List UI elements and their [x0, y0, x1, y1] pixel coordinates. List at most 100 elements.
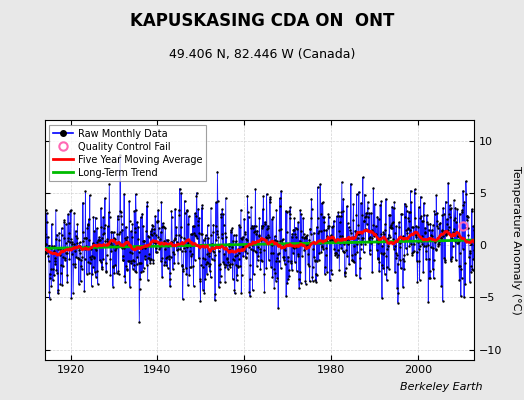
Point	[257, 236, 265, 243]
Point	[289, 244, 297, 250]
Point	[293, 252, 302, 259]
Point	[103, 252, 111, 258]
Point	[465, 254, 473, 261]
Point	[196, 298, 204, 304]
Point	[154, 207, 162, 213]
Point	[67, 236, 75, 243]
Point	[155, 246, 163, 252]
Point	[67, 295, 75, 302]
Point	[333, 254, 341, 260]
Point	[429, 245, 438, 252]
Point	[470, 247, 478, 253]
Point	[249, 247, 257, 254]
Point	[317, 248, 325, 255]
Point	[453, 206, 462, 212]
Point	[96, 237, 104, 243]
Point	[41, 246, 49, 252]
Point	[143, 262, 151, 268]
Point	[243, 192, 252, 199]
Point	[410, 241, 418, 248]
Point	[314, 214, 322, 221]
Point	[273, 274, 281, 281]
Point	[449, 231, 457, 238]
Point	[333, 247, 342, 254]
Point	[43, 249, 52, 256]
Point	[250, 222, 258, 229]
Point	[419, 212, 428, 218]
Point	[294, 275, 303, 282]
Point	[405, 218, 413, 224]
Point	[215, 284, 223, 290]
Point	[340, 240, 348, 247]
Point	[203, 250, 212, 257]
Point	[148, 222, 157, 228]
Point	[418, 232, 426, 239]
Point	[382, 252, 390, 259]
Point	[113, 242, 121, 248]
Point	[48, 243, 57, 250]
Point	[192, 193, 201, 199]
Point	[255, 231, 263, 238]
Point	[228, 225, 236, 231]
Point	[440, 228, 449, 234]
Point	[286, 215, 294, 221]
Point	[90, 254, 98, 261]
Point	[205, 250, 214, 256]
Point	[360, 218, 368, 224]
Point	[390, 230, 399, 236]
Point	[192, 212, 200, 219]
Point	[190, 223, 198, 230]
Point	[205, 263, 213, 269]
Point	[182, 237, 190, 243]
Point	[49, 248, 58, 254]
Point	[208, 244, 216, 250]
Point	[156, 241, 165, 248]
Point	[383, 277, 391, 284]
Point	[430, 208, 439, 214]
Point	[252, 231, 260, 237]
Point	[199, 287, 207, 293]
Point	[380, 250, 388, 256]
Point	[146, 228, 155, 234]
Point	[50, 258, 59, 265]
Point	[278, 237, 286, 243]
Point	[105, 181, 114, 187]
Point	[299, 231, 308, 238]
Point	[395, 219, 403, 226]
Point	[374, 255, 383, 262]
Point	[125, 258, 133, 264]
Point	[396, 240, 405, 246]
Point	[198, 202, 206, 208]
Point	[466, 250, 474, 256]
Point	[134, 260, 143, 266]
Point	[170, 260, 179, 267]
Point	[71, 261, 80, 267]
Point	[306, 226, 314, 232]
Point	[269, 238, 277, 244]
Point	[147, 256, 156, 262]
Point	[439, 204, 447, 211]
Point	[396, 244, 405, 250]
Point	[387, 222, 395, 228]
Point	[174, 232, 183, 238]
Point	[342, 246, 351, 253]
Point	[45, 258, 53, 264]
Point	[92, 239, 101, 245]
Point	[461, 259, 469, 266]
Point	[379, 229, 388, 236]
Point	[260, 219, 269, 225]
Point	[324, 211, 333, 217]
Point	[355, 230, 364, 237]
Point	[330, 218, 338, 224]
Point	[233, 272, 242, 278]
Point	[100, 255, 108, 262]
Point	[157, 258, 165, 264]
Point	[89, 240, 97, 246]
Point	[47, 283, 56, 289]
Point	[259, 247, 268, 253]
Point	[77, 257, 85, 263]
Point	[427, 244, 435, 250]
Point	[235, 250, 244, 256]
Point	[195, 215, 203, 221]
Point	[263, 191, 271, 197]
